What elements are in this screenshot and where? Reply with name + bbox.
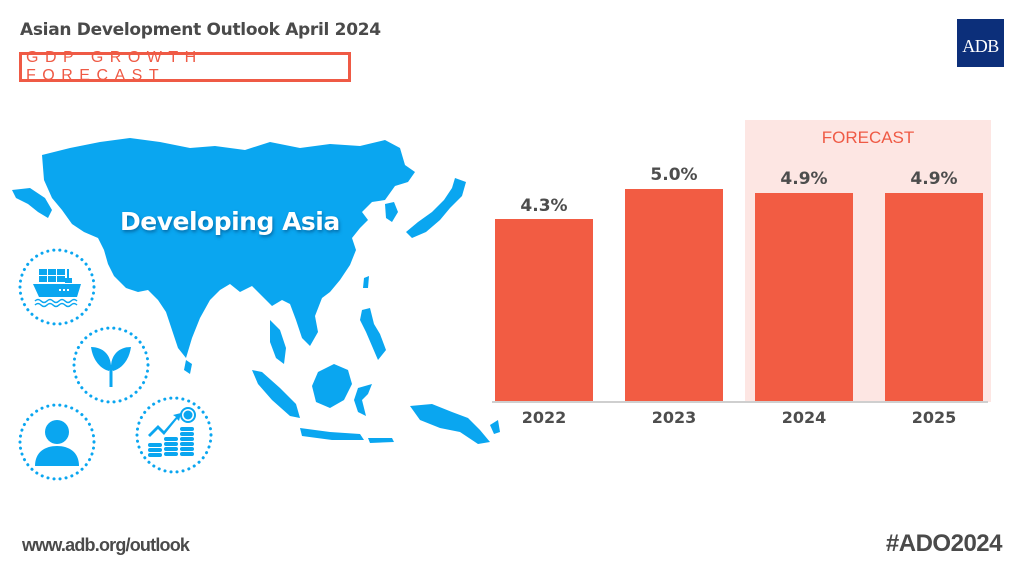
bar-value-2023: 5.0% xyxy=(650,165,698,185)
page-title: Asian Development Outlook April 2024 xyxy=(20,20,381,40)
person-icon xyxy=(18,403,96,481)
bar-value-2022: 4.3% xyxy=(520,196,568,216)
bar-value-2024: 4.9% xyxy=(780,169,828,189)
bar-2025 xyxy=(885,193,983,402)
coins-growth-icon xyxy=(135,396,213,474)
logo-text: ADB xyxy=(962,35,999,56)
bar-2022 xyxy=(495,219,593,402)
subtitle: GDP GROWTH FORECAST xyxy=(26,49,203,84)
region-label: Developing Asia xyxy=(120,207,340,236)
plant-sprout-icon xyxy=(72,326,150,404)
bar-category-2025: 2025 xyxy=(911,408,957,427)
bar-category-2023: 2023 xyxy=(651,408,697,427)
bar-2023 xyxy=(625,189,723,402)
bar-2024 xyxy=(755,193,853,402)
cargo-ship-icon xyxy=(18,248,96,326)
bar-category-2024: 2024 xyxy=(781,408,827,427)
chart-baseline xyxy=(492,401,988,403)
subtitle-box: GDP GROWTH FORECAST xyxy=(19,49,351,84)
adb-logo: ADB xyxy=(957,19,1004,67)
bar-value-2025: 4.9% xyxy=(910,169,958,189)
footer-url[interactable]: www.adb.org/outlook xyxy=(22,535,190,555)
footer-hashtag: #ADO2024 xyxy=(885,530,1003,557)
forecast-label: FORECAST xyxy=(821,128,915,147)
asia-map xyxy=(12,138,500,444)
bar-category-2022: 2022 xyxy=(521,408,567,427)
